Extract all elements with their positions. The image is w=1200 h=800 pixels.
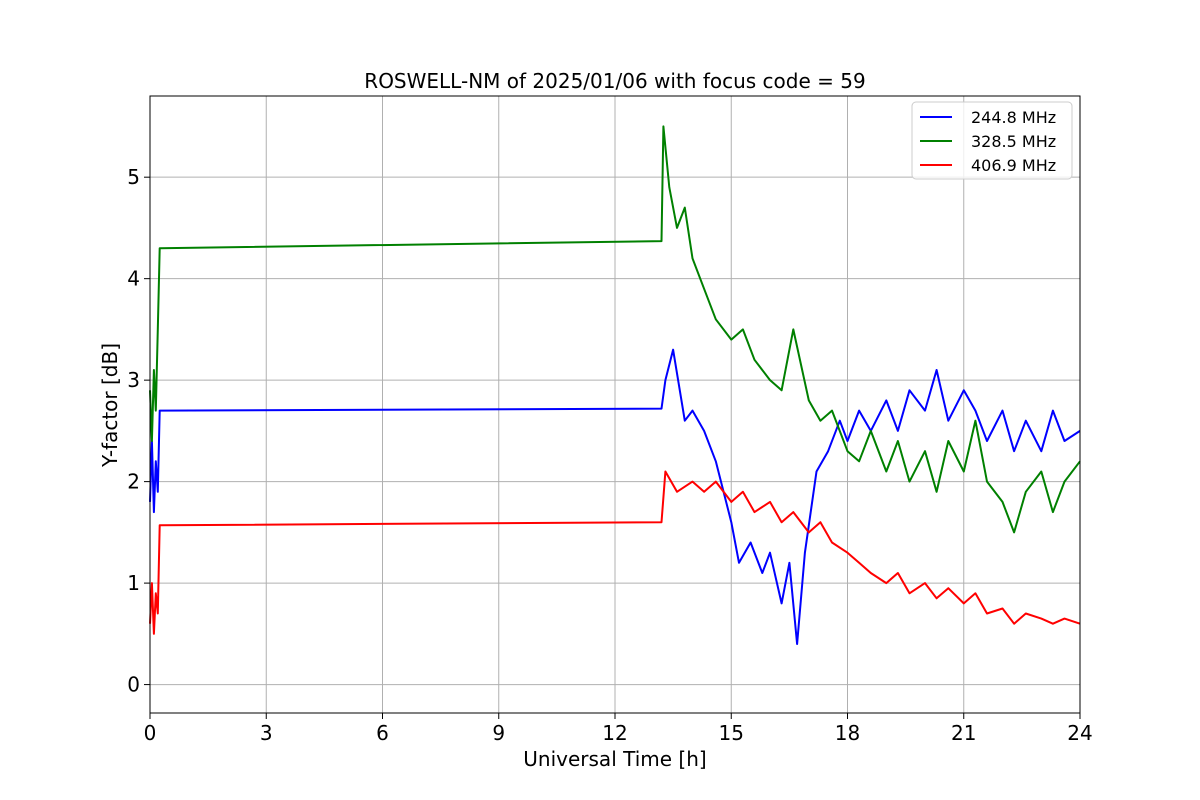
x-tick-label: 15 xyxy=(719,721,744,745)
legend-box xyxy=(911,101,1073,180)
series-line-1 xyxy=(149,125,1081,534)
legend: 244.8 MHz 328.5 MHz 406.9 MHz xyxy=(911,101,1073,180)
series-layer xyxy=(149,125,1081,645)
y-axis-label: Y-factor [dB] xyxy=(98,343,122,468)
legend-label-0: 244.8 MHz xyxy=(971,108,1056,127)
x-tick-label: 24 xyxy=(1067,721,1092,745)
legend-label-1: 328.5 MHz xyxy=(971,132,1056,151)
series-line-2 xyxy=(149,470,1081,635)
y-tick-label: 0 xyxy=(127,673,140,697)
x-tick-label: 12 xyxy=(602,721,627,745)
y-tick-label: 2 xyxy=(127,470,140,494)
x-tick-label: 21 xyxy=(951,721,976,745)
chart-title: ROSWELL-NM of 2025/01/06 with focus code… xyxy=(364,69,865,93)
y-tick-label: 4 xyxy=(127,267,140,291)
x-tick-label: 18 xyxy=(835,721,860,745)
x-tick-label: 6 xyxy=(376,721,389,745)
series-line-0 xyxy=(149,348,1081,645)
x-axis-label: Universal Time [h] xyxy=(523,747,706,771)
y-tick-label: 1 xyxy=(127,571,140,595)
y-tick-label: 5 xyxy=(127,165,140,189)
x-tick-label: 0 xyxy=(144,721,157,745)
y-tick-label: 3 xyxy=(127,368,140,392)
legend-label-2: 406.9 MHz xyxy=(971,156,1056,175)
x-tick-label: 9 xyxy=(492,721,505,745)
x-tick-label: 3 xyxy=(260,721,273,745)
